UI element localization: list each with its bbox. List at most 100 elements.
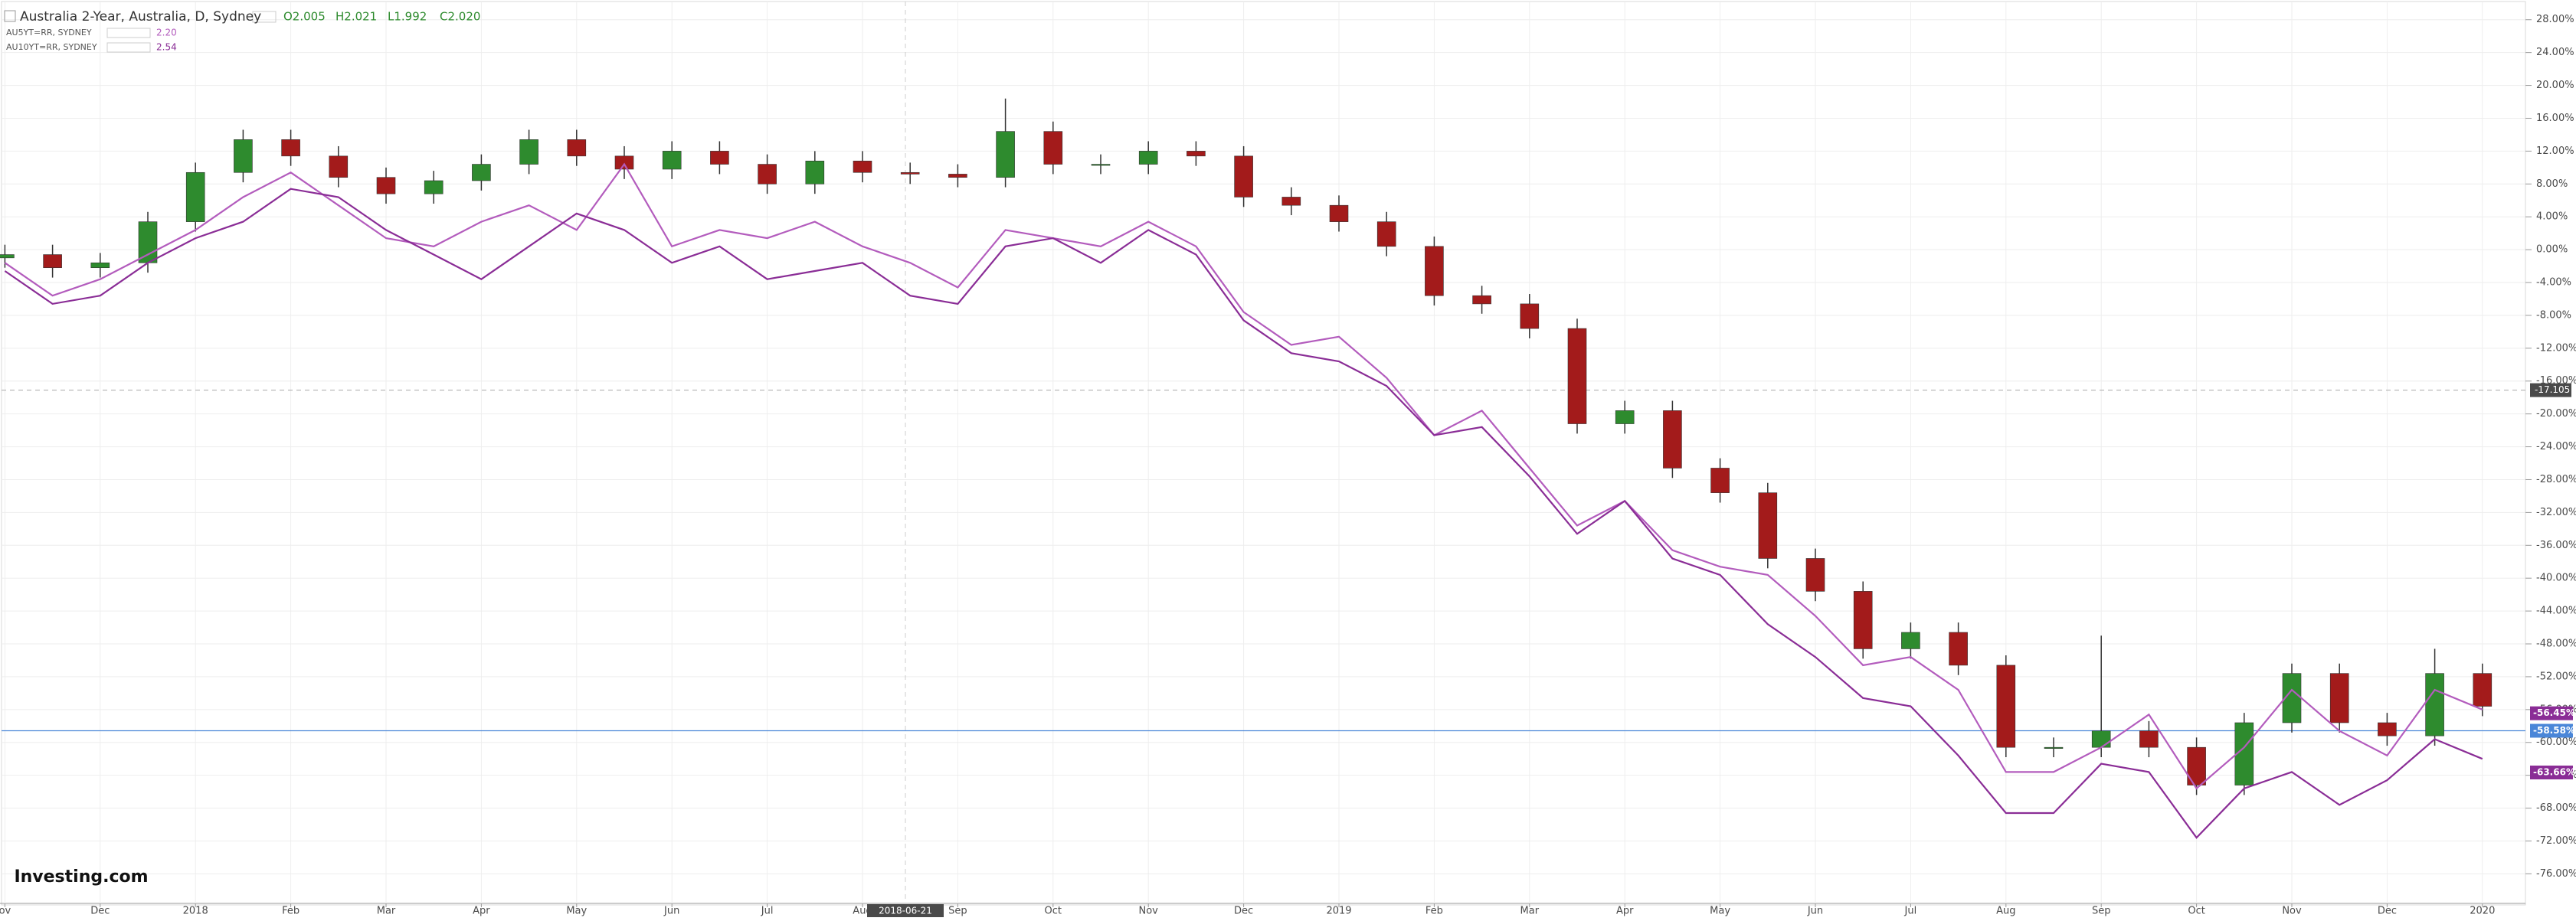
x-tick-label: Oct bbox=[2188, 906, 2204, 917]
candle-body bbox=[2234, 722, 2254, 785]
ohlc-label: O2.005 bbox=[283, 10, 326, 24]
x-tick-label: Sep bbox=[948, 906, 967, 917]
candle-body bbox=[900, 171, 920, 175]
x-tick-label: ov bbox=[0, 906, 11, 917]
marks bbox=[0, 98, 2493, 839]
x-tick-label: Apr bbox=[1616, 906, 1634, 917]
x-tick-label: May bbox=[566, 906, 587, 917]
y-tick-label: 16.00% bbox=[2536, 113, 2574, 124]
title-settings[interactable] bbox=[252, 11, 277, 23]
ohlc-label: C2.020 bbox=[440, 10, 480, 24]
candle-body bbox=[519, 139, 538, 165]
x-tick-label: Feb bbox=[282, 906, 299, 917]
candle-body bbox=[2329, 673, 2349, 723]
x-tick-label: May bbox=[1710, 906, 1730, 917]
candle-body bbox=[948, 174, 967, 178]
y-tick-label: -60.00% bbox=[2536, 736, 2576, 748]
ohlc-label: H2.021 bbox=[336, 10, 377, 24]
candle-body bbox=[1425, 246, 1444, 296]
y-tick-label: 12.00% bbox=[2536, 145, 2574, 157]
x-tick-label: Nov bbox=[2282, 906, 2302, 917]
candle-body bbox=[662, 151, 682, 170]
price-label: -58.58% bbox=[2533, 725, 2575, 736]
crosshair-x-badge bbox=[867, 904, 944, 917]
x-tick-label: Oct bbox=[1045, 906, 1062, 917]
x-tick-label: Sep bbox=[2092, 906, 2111, 917]
candle-body bbox=[43, 254, 62, 269]
y-tick-label: -40.00% bbox=[2536, 573, 2576, 584]
y-tick-label: -28.00% bbox=[2536, 474, 2576, 485]
candle-body bbox=[138, 221, 158, 263]
y-tick-label: -44.00% bbox=[2536, 606, 2576, 617]
y-tick-label: 8.00% bbox=[2536, 178, 2568, 190]
candle-body bbox=[185, 171, 205, 222]
y-tick-label: -76.00% bbox=[2536, 868, 2576, 880]
x-tick-label: Aug bbox=[1996, 906, 2015, 917]
y-tick-label: 20.00% bbox=[2536, 80, 2574, 91]
legend-value: 2.20 bbox=[156, 28, 177, 38]
y-tick-label: 4.00% bbox=[2536, 211, 2568, 223]
x-tick-label: Feb bbox=[1425, 906, 1443, 917]
candle-body bbox=[234, 139, 253, 173]
labels: 28.00% 24.00% 20.00% 16.00% 12.00% 8.00% 4.00%… bbox=[0, 10, 2576, 917]
candle-body bbox=[1281, 197, 1301, 206]
crosshair-x-label: 2018-06-21 bbox=[879, 906, 932, 916]
x-tick-label: Dec bbox=[1234, 906, 1253, 917]
crosshair-y-badge bbox=[2530, 383, 2571, 397]
x-tick-label: 2019 bbox=[1326, 906, 1351, 917]
chart-title: Australia 2-Year, Australia, D, Sydney bbox=[20, 9, 261, 24]
candle-body bbox=[758, 164, 777, 185]
candle-body bbox=[329, 155, 349, 178]
candle-body bbox=[1567, 328, 1587, 424]
candle-body bbox=[1663, 410, 1682, 469]
candle-body bbox=[1234, 155, 1253, 198]
price-badge bbox=[2530, 723, 2573, 738]
candle-body bbox=[2091, 730, 2111, 748]
collapse-icon[interactable] bbox=[4, 10, 16, 22]
logo: Investing.com bbox=[14, 867, 148, 887]
candle-body bbox=[1187, 151, 1206, 157]
x-tick-label: Dec bbox=[2378, 906, 2397, 917]
candle-body bbox=[2425, 673, 2444, 736]
y-tick-label: 0.00% bbox=[2536, 244, 2568, 256]
candle-body bbox=[1376, 221, 1396, 247]
candle-body bbox=[0, 254, 15, 259]
x-tick-label: Jun bbox=[1807, 906, 1823, 917]
candle-body bbox=[1472, 295, 1491, 305]
series-line bbox=[4, 188, 2483, 839]
candle-body bbox=[567, 139, 587, 157]
candle-body bbox=[2139, 730, 2159, 748]
candle-body bbox=[1329, 204, 1349, 222]
x-tick-label: Jul bbox=[761, 906, 774, 917]
x-tick-label: Mar bbox=[377, 906, 396, 917]
x-tick-label: 2018 bbox=[183, 906, 208, 917]
candle-body bbox=[996, 131, 1015, 178]
legend-settings[interactable] bbox=[106, 28, 151, 38]
x-tick-label: Apr bbox=[473, 906, 490, 917]
candle-body bbox=[1043, 131, 1063, 165]
y-tick-label: -4.00% bbox=[2536, 277, 2571, 289]
x-tick-label: Mar bbox=[1520, 906, 1540, 917]
candle-body bbox=[805, 160, 825, 185]
candle-body bbox=[90, 262, 110, 269]
price-label: -63.66% bbox=[2533, 767, 2575, 778]
candle-body bbox=[1996, 665, 2016, 748]
candle-body bbox=[1949, 632, 1968, 666]
candle-body bbox=[2044, 746, 2064, 749]
candle-body bbox=[853, 160, 872, 173]
candle-body bbox=[1138, 151, 1158, 165]
candle-body bbox=[281, 139, 300, 157]
legend-value: 2.54 bbox=[156, 42, 177, 53]
legend-label: AU10YT=RR, SYDNEY bbox=[6, 42, 97, 52]
ohlc-label: L1.992 bbox=[388, 10, 427, 24]
candle-body bbox=[614, 155, 634, 170]
plot-frame bbox=[1, 1, 2526, 906]
crosshair-y-label: -17.105 bbox=[2535, 384, 2570, 395]
y-tick-label: 28.00% bbox=[2536, 14, 2574, 25]
grid bbox=[0, 2, 2532, 907]
y-tick-label: -12.00% bbox=[2536, 342, 2576, 354]
legend-settings[interactable] bbox=[106, 42, 151, 53]
